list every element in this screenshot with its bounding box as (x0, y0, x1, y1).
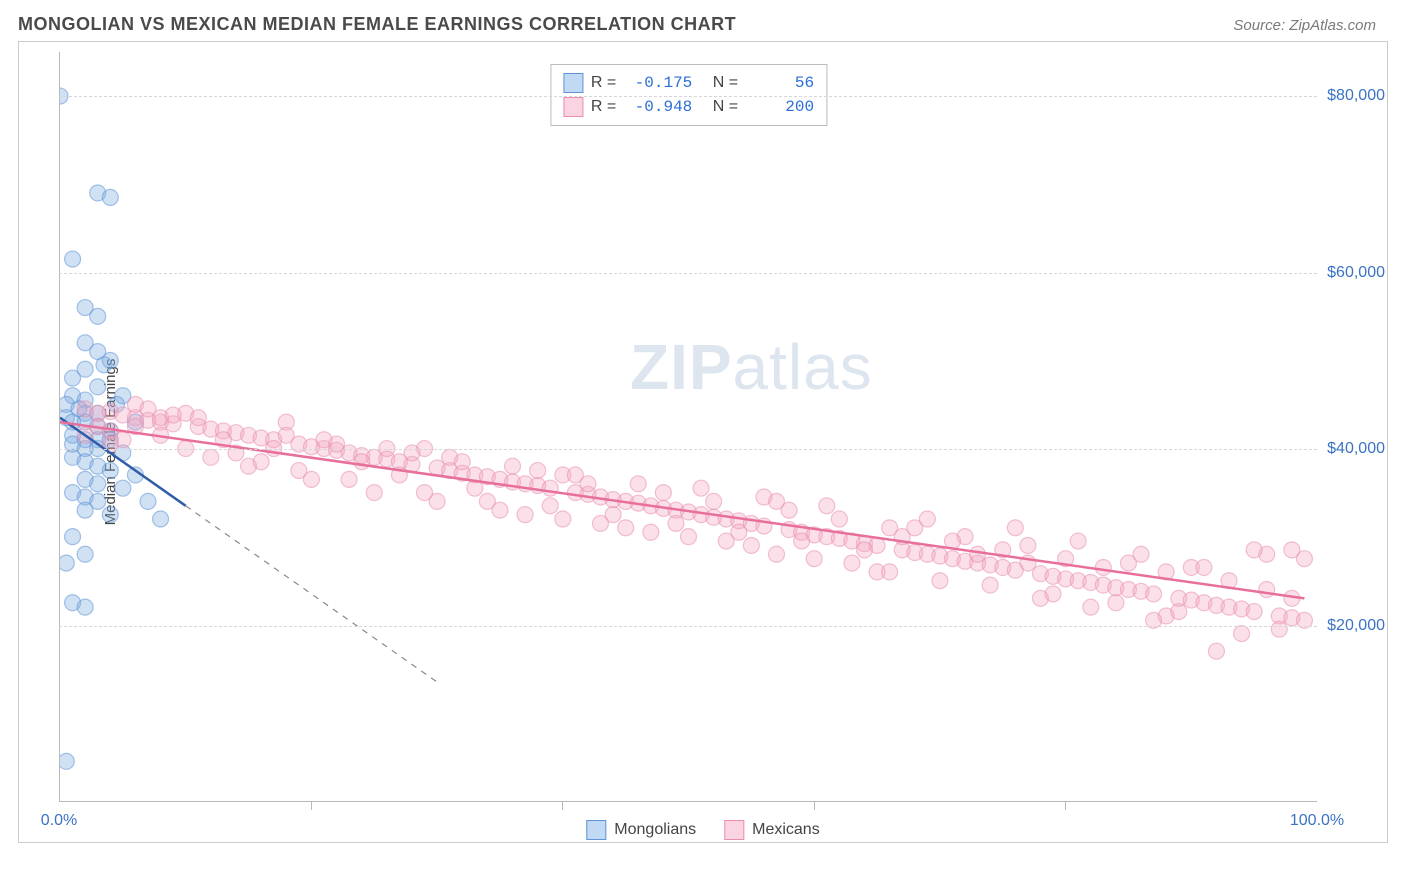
header: MONGOLIAN VS MEXICAN MEDIAN FEMALE EARNI… (0, 0, 1406, 41)
chart-source: Source: ZipAtlas.com (1233, 17, 1376, 34)
swatch-icon (724, 820, 744, 840)
bottom-legend: Mongolians Mexicans (586, 820, 819, 840)
stats-row: R = -0.948 N = 200 (563, 95, 814, 119)
legend-item: Mongolians (586, 820, 696, 840)
chart-title: MONGOLIAN VS MEXICAN MEDIAN FEMALE EARNI… (18, 14, 736, 35)
scatter-svg (60, 52, 1317, 801)
x-tick-label: 0.0% (41, 812, 77, 830)
swatch-icon (563, 73, 583, 93)
plot-frame: Median Female Earnings ZIPatlas R = -0.1… (18, 41, 1388, 843)
swatch-icon (563, 97, 583, 117)
stats-box: R = -0.175 N = 56 R = -0.948 N = 200 (550, 64, 827, 126)
swatch-icon (586, 820, 606, 840)
y-tick-label: $80,000 (1327, 87, 1385, 105)
x-tick-label: 100.0% (1290, 812, 1344, 830)
y-tick-label: $40,000 (1327, 440, 1385, 458)
stats-row: R = -0.175 N = 56 (563, 71, 814, 95)
plot-area: ZIPatlas R = -0.175 N = 56 R = -0.948 N … (59, 52, 1317, 802)
legend-item: Mexicans (724, 820, 820, 840)
y-tick-label: $60,000 (1327, 264, 1385, 282)
y-tick-label: $20,000 (1327, 617, 1385, 635)
